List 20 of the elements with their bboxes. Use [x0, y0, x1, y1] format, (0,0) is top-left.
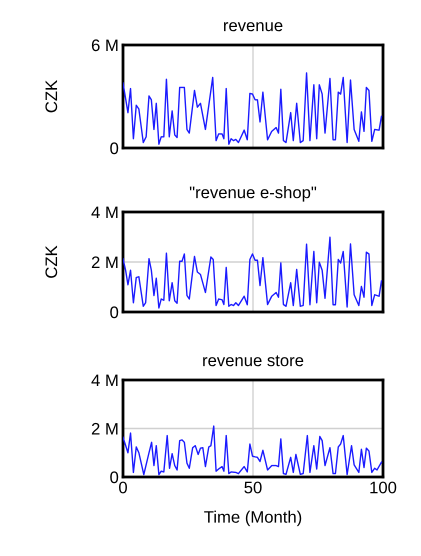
line-series — [123, 236, 382, 309]
y-tick-label: 2 M — [92, 422, 118, 435]
x-axis-title: Time (Month) — [204, 510, 302, 526]
chart-title: revenue store — [203, 355, 304, 366]
line-series — [123, 72, 382, 145]
y-tick-label: 2 M — [92, 256, 118, 268]
y-tick-label: 0 — [110, 471, 118, 484]
x-tick-label: 0 — [119, 482, 127, 494]
y-axis-title: CZK — [45, 246, 58, 278]
line-series — [123, 425, 382, 476]
y-tick-label: 6 M — [92, 39, 118, 52]
y-tick-label: 4 M — [91, 206, 118, 218]
y-axis-title: CZK — [45, 80, 58, 112]
y-tick-label: 0 — [110, 306, 118, 318]
x-tick-label: 100 — [370, 482, 396, 494]
chart-title: revenue — [224, 22, 282, 32]
y-tick-label: 4 M — [91, 374, 118, 386]
chart-title: "revenue e-shop" — [190, 186, 316, 202]
y-tick-label: 0 — [110, 142, 118, 154]
x-tick-label: 50 — [244, 482, 262, 494]
